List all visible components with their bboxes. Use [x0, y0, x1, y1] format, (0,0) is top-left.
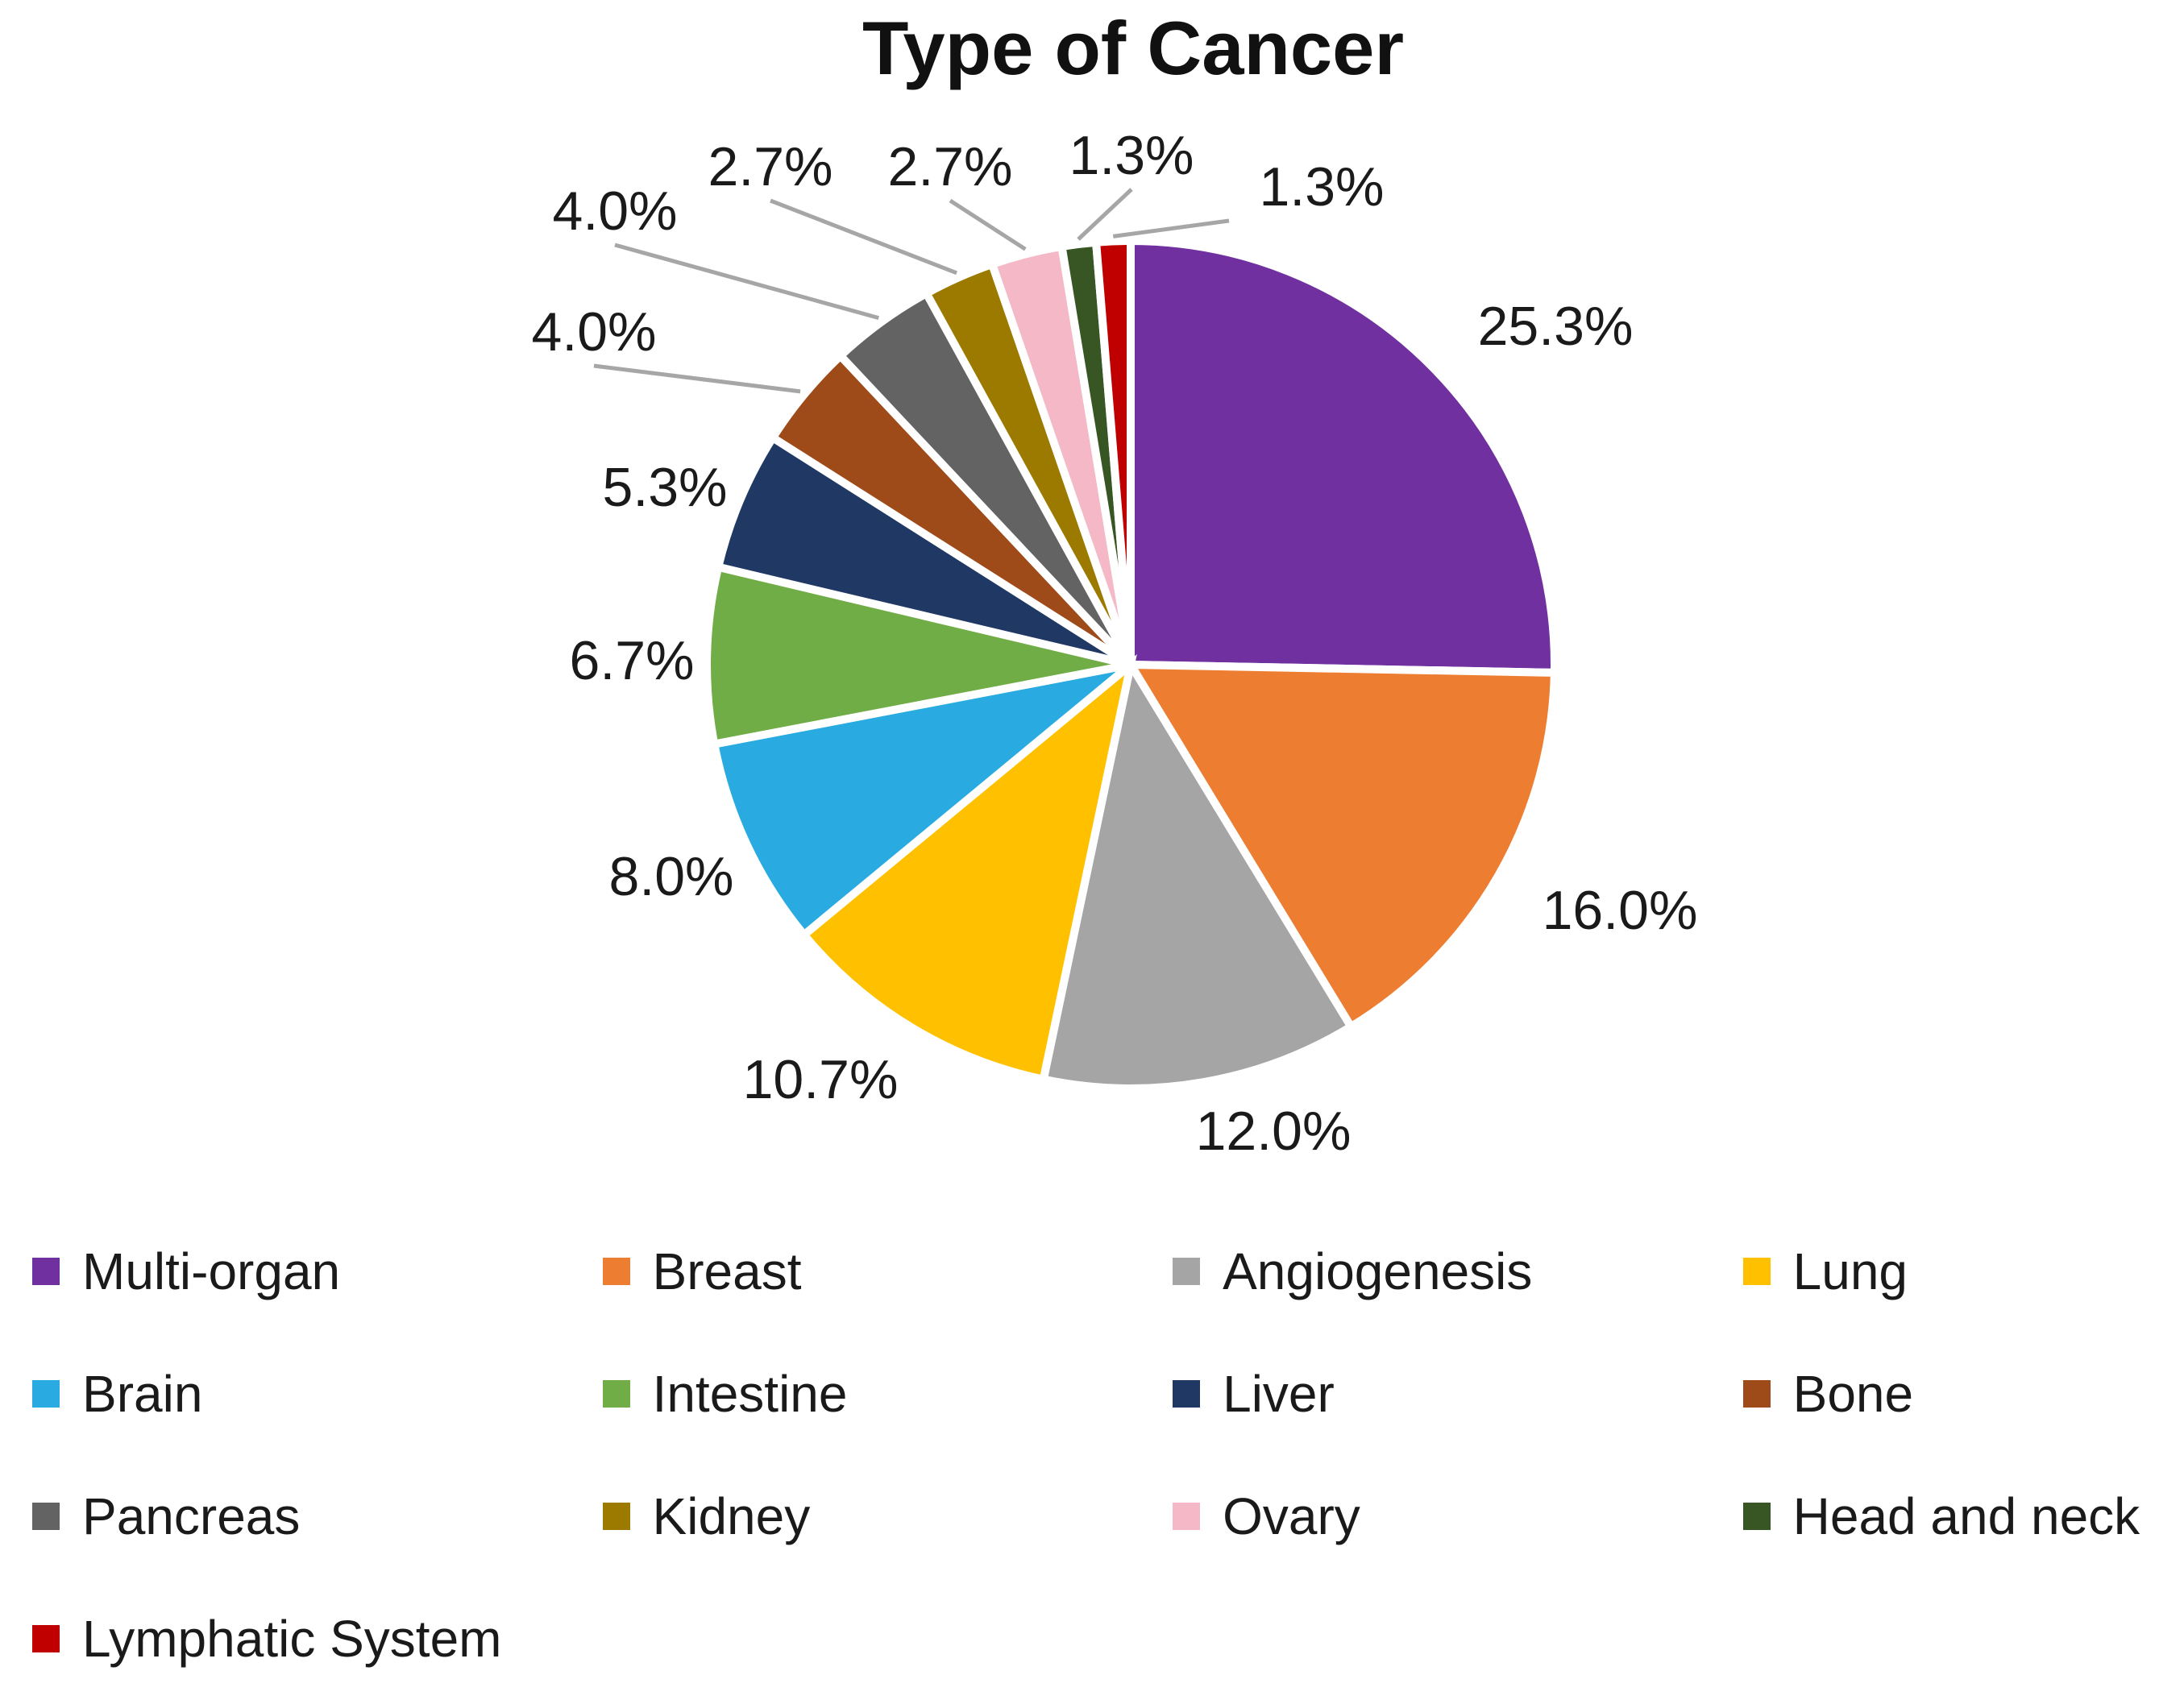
legend-swatch-multi-organ	[32, 1258, 60, 1285]
legend-swatch-brain	[32, 1380, 60, 1408]
legend-item-kidney: Kidney	[602, 1486, 1173, 1546]
percent-label-pancreas: 4.0%	[553, 180, 678, 242]
percent-label-multi-organ: 25.3%	[1478, 296, 1634, 357]
legend-label-ovary: Ovary	[1223, 1487, 1360, 1545]
legend-label-head-and-neck: Head and neck	[1792, 1487, 2140, 1545]
legend-label-lymphatic-system: Lymphatic System	[82, 1610, 502, 1668]
percent-label-lung: 10.7%	[743, 1049, 899, 1110]
pie-slice-lung	[798, 654, 1137, 1084]
legend-label-brain: Brain	[82, 1365, 203, 1423]
legend-swatch-pancreas	[32, 1503, 60, 1530]
pie-slice-liver	[713, 432, 1133, 669]
legend-label-pancreas: Pancreas	[82, 1487, 301, 1545]
leader-line-ovary	[949, 198, 1027, 251]
legend-swatch-breast	[602, 1258, 630, 1285]
legend-label-bone: Bone	[1792, 1365, 1914, 1423]
pie-chart-svg: 25.3% 16.0% 12.0% 10.7% 8.0% 6.7% 5.3% 4.0% 4.0%…	[532, 125, 1698, 1162]
percent-label-brain: 8.0%	[609, 846, 734, 907]
leader-line-bone	[593, 363, 801, 394]
legend-item-ovary: Ovary	[1173, 1486, 1743, 1546]
leader-line-kidney	[770, 198, 958, 276]
leader-line-head-and-neck	[1077, 188, 1133, 241]
percent-label-intestine: 6.7%	[570, 630, 695, 691]
pie-slice-breast	[1123, 660, 1559, 1033]
leader-line-pancreas	[614, 243, 879, 321]
legend-item-lymphatic-system: Lymphatic System	[32, 1609, 603, 1669]
legend-item-angiogenesis: Angiogenesis	[1173, 1242, 1743, 1301]
pie-slice-angiogenesis	[1038, 653, 1357, 1093]
legend-item-brain: Brain	[32, 1364, 603, 1424]
legend-label-angiogenesis: Angiogenesis	[1223, 1242, 1533, 1300]
legend-label-lung: Lung	[1792, 1242, 1908, 1300]
legend-item-liver: Liver	[1173, 1364, 1743, 1424]
percent-label-bone: 4.0%	[532, 301, 657, 363]
legend-item-pancreas: Pancreas	[32, 1486, 603, 1546]
percent-label-head-and-neck: 1.3%	[1069, 125, 1194, 186]
legend-item-multi-organ: Multi-organ	[32, 1242, 603, 1301]
legend-item-breast: Breast	[602, 1242, 1173, 1301]
legend-swatch-lymphatic-system	[32, 1625, 60, 1652]
legend: Multi-organ Breast Angiogenesis Lung Brain In…	[32, 1210, 2184, 1700]
percent-label-ovary: 2.7%	[888, 136, 1013, 197]
legend-label-liver: Liver	[1223, 1365, 1335, 1423]
legend-label-breast: Breast	[652, 1242, 802, 1300]
legend-swatch-ovary	[1173, 1503, 1201, 1530]
pie-slice-brain	[709, 661, 1134, 941]
legend-swatch-bone	[1742, 1380, 1771, 1408]
legend-swatch-angiogenesis	[1173, 1258, 1201, 1285]
pie-slice-multi-organ	[1127, 236, 1559, 677]
percent-label-liver: 5.3%	[603, 457, 728, 518]
legend-label-multi-organ: Multi-organ	[82, 1242, 341, 1300]
legend-item-head-and-neck: Head and neck	[1742, 1486, 2184, 1546]
legend-item-intestine: Intestine	[602, 1364, 1173, 1424]
leader-line-lymphatic-system	[1112, 218, 1230, 238]
legend-swatch-lung	[1742, 1258, 1771, 1285]
percent-label-breast: 16.0%	[1543, 880, 1698, 941]
percent-label-angiogenesis: 12.0%	[1196, 1101, 1352, 1162]
pie-slice-intestine	[703, 562, 1132, 749]
legend-label-intestine: Intestine	[652, 1365, 848, 1423]
legend-swatch-head-and-neck	[1742, 1503, 1771, 1530]
legend-swatch-kidney	[602, 1503, 630, 1530]
legend-item-lung: Lung	[1742, 1242, 2184, 1301]
chart-title: Type of Cancer	[862, 6, 1405, 90]
legend-label-kidney: Kidney	[652, 1487, 811, 1545]
percent-label-kidney: 2.7%	[708, 136, 833, 197]
legend-swatch-liver	[1173, 1380, 1201, 1408]
legend-item-bone: Bone	[1742, 1364, 2184, 1424]
legend-swatch-intestine	[602, 1380, 630, 1408]
pie-slice-lymphatic-system	[1091, 236, 1135, 665]
percent-label-lymphatic-system: 1.3%	[1260, 156, 1385, 218]
